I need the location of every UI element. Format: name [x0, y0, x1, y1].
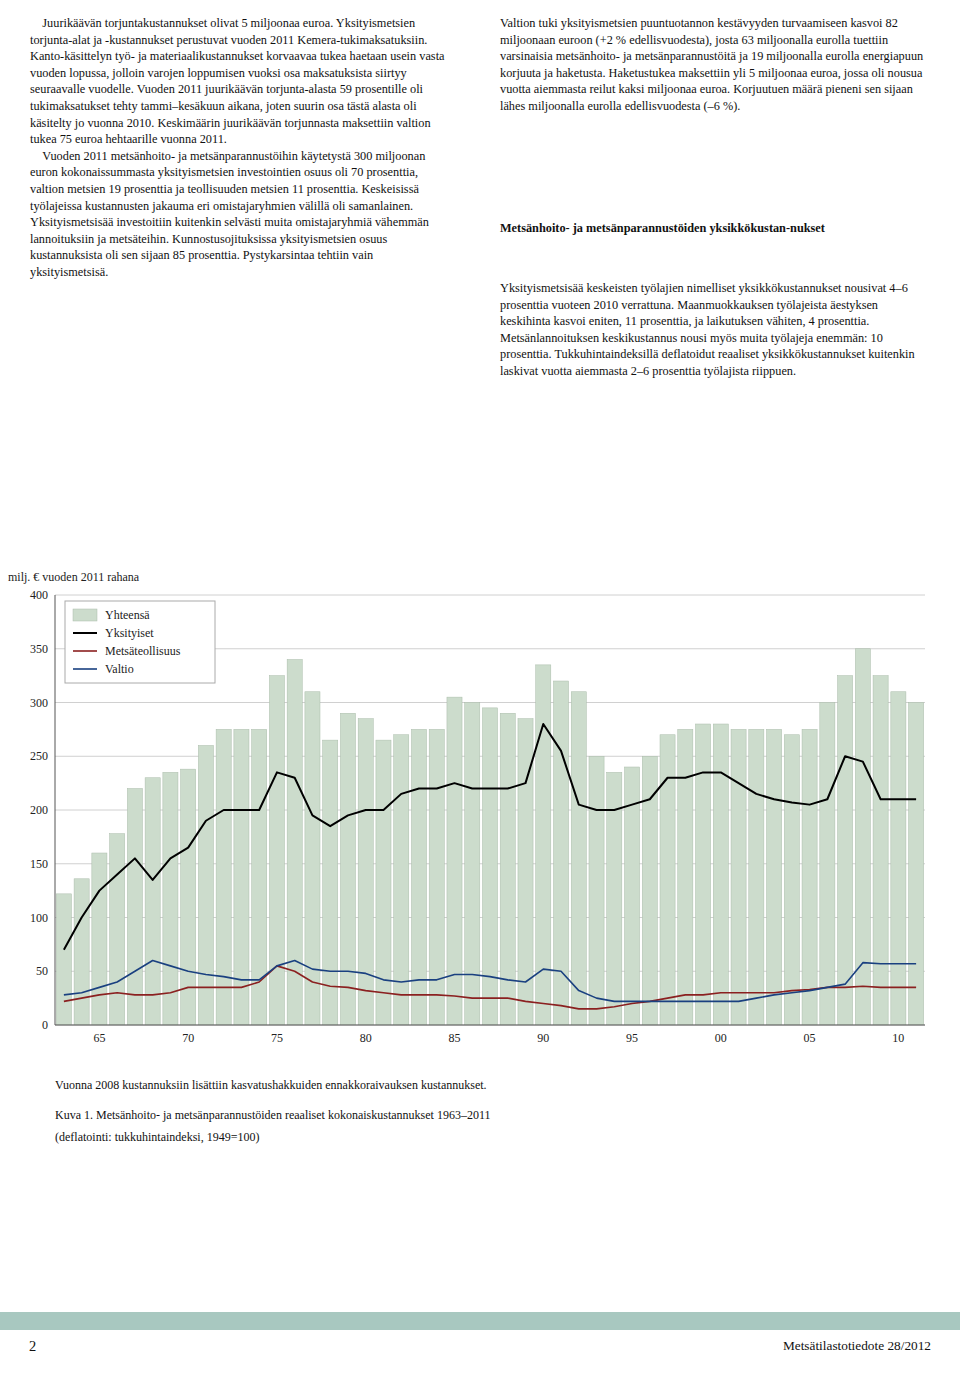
- x-tick-label: 05: [804, 1031, 816, 1045]
- x-tick-label: 95: [626, 1031, 638, 1045]
- bar: [696, 724, 711, 1025]
- bar: [74, 879, 89, 1025]
- text-left: Juurikäävän torjuntakustannukset olivat …: [30, 15, 450, 281]
- line: [64, 961, 916, 1002]
- bar: [198, 746, 213, 1026]
- bar: [145, 778, 160, 1025]
- footer-right: Metsätilastotiedote 28/2012: [783, 1338, 931, 1354]
- legend-label: Yhteensä: [105, 608, 150, 622]
- bar: [56, 894, 71, 1025]
- bar: [820, 703, 835, 1026]
- text-right-p1: Valtion tuki yksityismetsien puuntuotann…: [500, 15, 930, 115]
- bar: [127, 789, 142, 1026]
- grid-line: [55, 702, 925, 703]
- bar: [110, 834, 125, 1025]
- bar: [234, 729, 249, 1025]
- y-tick-label: 200: [30, 803, 48, 817]
- legend-swatch: [73, 668, 97, 670]
- footer-left: 2: [29, 1338, 36, 1355]
- y-tick-label: 250: [30, 749, 48, 763]
- legend: Yhteensä Yksityiset Metsäteollisuus Valtio: [65, 601, 215, 683]
- bar: [269, 676, 284, 1025]
- bar: [731, 729, 746, 1025]
- bar: [92, 853, 107, 1025]
- legend-swatch: [73, 609, 97, 621]
- x-tick-label: 70: [182, 1031, 194, 1045]
- bar: [465, 703, 480, 1026]
- marks: [56, 649, 923, 1025]
- chart-subtitle: (deflatointi: tukkuhintaindeksi, 1949=10…: [55, 1130, 259, 1145]
- bar: [589, 756, 604, 1025]
- bar: [873, 676, 888, 1025]
- y-tick-label: 0: [42, 1018, 48, 1032]
- legend-box: [65, 601, 215, 683]
- x-tick-label: 10: [892, 1031, 904, 1045]
- x-tick-label: 65: [93, 1031, 105, 1045]
- caption: Vuonna 2008 kustannuksiin lisättiin kasv…: [55, 1078, 487, 1093]
- bar: [749, 729, 764, 1025]
- legend-label: Yksityiset: [105, 626, 154, 640]
- bar: [802, 729, 817, 1025]
- bar: [571, 692, 586, 1025]
- legend-swatch: [73, 650, 97, 652]
- bar: [767, 729, 782, 1025]
- bar: [838, 676, 853, 1025]
- y-tick-label: 100: [30, 911, 48, 925]
- bar: [358, 719, 373, 1025]
- text-right-heading: Metsänhoito- ja metsänparannustöiden yks…: [500, 220, 930, 237]
- line: [64, 724, 916, 950]
- bar: [784, 735, 799, 1025]
- chart: 0501001502002503003504006570758085909500…: [0, 560, 960, 1060]
- x-tick-label: 80: [360, 1031, 372, 1045]
- y-tick-label: 300: [30, 696, 48, 710]
- bar: [642, 756, 657, 1025]
- y-tick-label: 50: [36, 964, 48, 978]
- bar: [305, 692, 320, 1025]
- x-tick-label: 85: [448, 1031, 460, 1045]
- bar: [323, 740, 338, 1025]
- bar: [536, 665, 551, 1025]
- y-axis: [55, 595, 56, 1025]
- x-tick-label: 90: [537, 1031, 549, 1045]
- bar: [713, 724, 728, 1025]
- chart-title: Kuva 1. Metsänhoito- ja metsänparannustö…: [55, 1108, 490, 1123]
- grid-line: [55, 595, 925, 596]
- y-label: milj. € vuoden 2011 rahana: [8, 570, 140, 584]
- y-tick-label: 350: [30, 642, 48, 656]
- legend-label: Valtio: [105, 662, 134, 676]
- bar: [216, 729, 231, 1025]
- text-right-p2: Yksityismetsisää keskeisten työlajien ni…: [500, 280, 930, 380]
- bar: [340, 713, 355, 1025]
- bar: [553, 681, 568, 1025]
- x-tick-label: 75: [271, 1031, 283, 1045]
- bar: [891, 692, 906, 1025]
- y-tick-label: 150: [30, 857, 48, 871]
- bar: [252, 729, 267, 1025]
- legend-swatch: [73, 632, 97, 634]
- bar: [163, 772, 178, 1025]
- legend-label: Metsäteollisuus: [105, 644, 181, 658]
- bar: [909, 703, 924, 1026]
- bar: [678, 729, 693, 1025]
- x-axis: [55, 1025, 925, 1026]
- y-tick-label: 400: [30, 588, 48, 602]
- bar: [376, 740, 391, 1025]
- footer-bar: [0, 1312, 960, 1330]
- bar: [429, 729, 444, 1025]
- x-tick-label: 00: [715, 1031, 727, 1045]
- grid-line: [55, 1025, 925, 1026]
